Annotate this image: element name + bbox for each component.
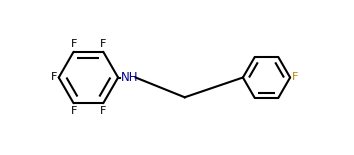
Text: F: F: [100, 106, 107, 116]
Text: F: F: [292, 73, 298, 82]
Text: F: F: [70, 39, 77, 49]
Text: NH: NH: [121, 71, 139, 84]
Text: F: F: [70, 106, 77, 116]
Text: F: F: [100, 39, 107, 49]
Text: F: F: [51, 73, 57, 82]
